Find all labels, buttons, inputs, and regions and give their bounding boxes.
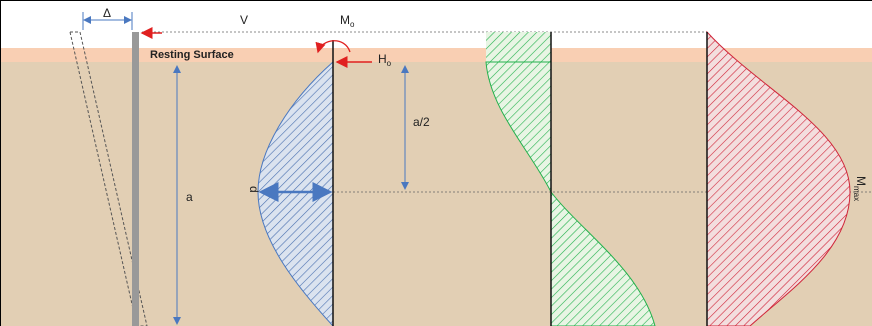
label-part: M [340,13,350,27]
shear-top [486,32,551,62]
v-label: V [240,13,248,27]
a-half-label: a/2 [413,115,430,129]
moment-arrow [315,40,351,54]
label-part: H [378,52,387,66]
label-part: o [350,20,355,29]
mmax-label: Mmax [852,176,868,201]
mo-label: Mo [340,13,355,29]
delta-label: Δ [103,6,111,20]
pile [132,32,139,326]
tilted-pile [69,31,148,326]
ho-label: Ho [378,52,392,68]
resting-surface-label: Resting Surface [150,49,234,61]
label-part: max [852,186,861,201]
moment-shape [706,30,851,326]
a-label: a [186,190,193,204]
label-part: o [387,59,392,68]
label-part: M [854,176,868,186]
d-label: d [247,186,261,193]
